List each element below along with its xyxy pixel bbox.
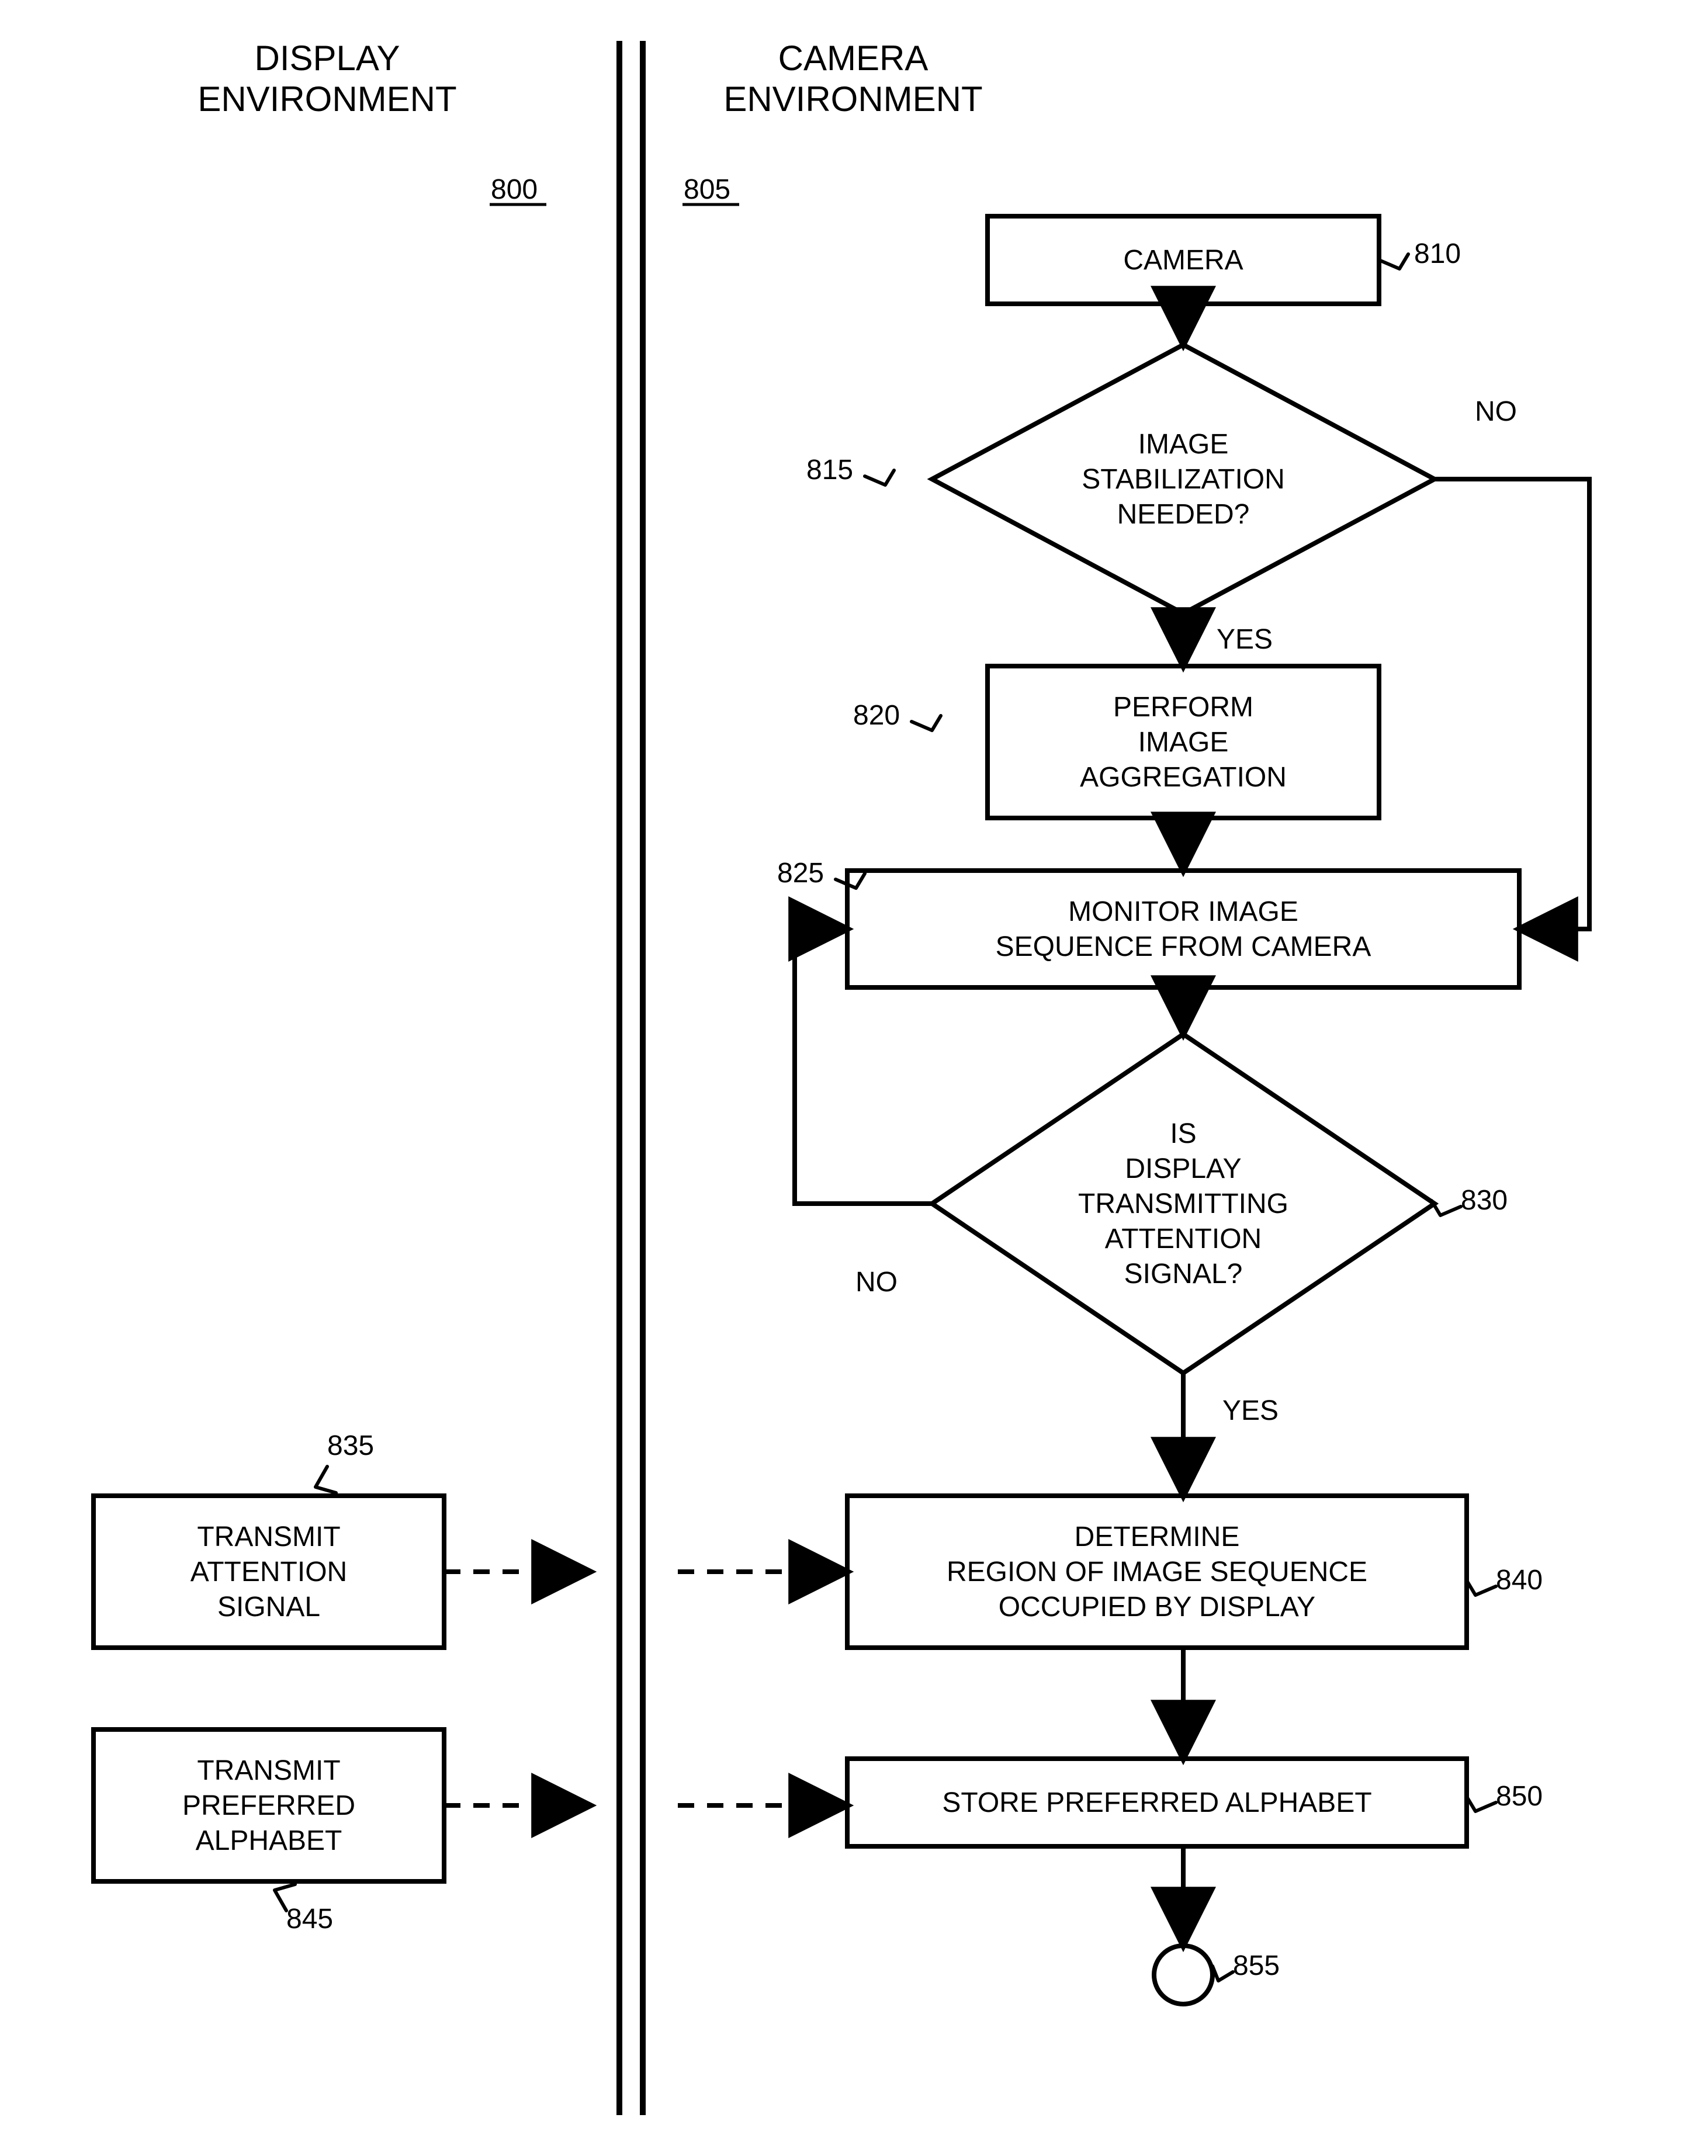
node-attention_q-line0: IS	[1170, 1118, 1196, 1149]
header-right-line1: CAMERA	[778, 39, 929, 78]
node-monitor: MONITOR IMAGE SEQUENCE FROM CAMERA	[847, 871, 1519, 987]
flowchart-diagram: DISPLAYENVIRONMENTCAMERAENVIRONMENTCAMER…	[0, 0, 1708, 2156]
node-store: STORE PREFERRED ALPHABET	[847, 1759, 1467, 1846]
node-stabilize-line0: IMAGE	[1138, 429, 1229, 460]
edge-label-no_815: NO	[1475, 396, 1517, 427]
ref-r850: 850	[1496, 1781, 1543, 1812]
node-stabilize-line2: NEEDED?	[1117, 499, 1250, 530]
node-camera: CAMERA	[988, 216, 1379, 304]
ref-r800: 800	[491, 174, 538, 205]
node-aggregate: PERFORM IMAGE AGGREGATION	[988, 666, 1379, 818]
node-terminator	[1154, 1946, 1212, 2004]
ref-r845: 845	[286, 1904, 333, 1935]
node-tx_attention-line1: ATTENTION	[190, 1557, 347, 1587]
node-tx_alphabet-line0: TRANSMIT	[197, 1755, 340, 1786]
node-tx_attention-line2: SIGNAL	[217, 1592, 320, 1623]
ref-r820: 820	[853, 700, 900, 731]
edge-label-no_830: NO	[855, 1267, 898, 1298]
node-camera-line0: CAMERA	[1123, 245, 1243, 276]
node-monitor-line0: MONITOR IMAGE	[1068, 896, 1298, 927]
node-stabilize-line1: STABILIZATION	[1082, 464, 1285, 495]
node-tx_alphabet-line1: PREFERRED	[182, 1790, 355, 1821]
node-tx_attention: TRANSMIT ATTENTION SIGNAL	[93, 1496, 444, 1648]
node-store-line0: STORE PREFERRED ALPHABET	[942, 1787, 1371, 1818]
node-monitor-line1: SEQUENCE FROM CAMERA	[996, 931, 1371, 962]
node-determine-line1: REGION OF IMAGE SEQUENCE	[947, 1557, 1367, 1587]
ref-r805: 805	[684, 174, 730, 205]
node-attention_q-line1: DISPLAY	[1125, 1153, 1241, 1184]
node-attention_q-line4: SIGNAL?	[1124, 1259, 1243, 1290]
ref-r830: 830	[1461, 1185, 1508, 1216]
edge-label-yes_815: YES	[1217, 624, 1273, 655]
ref-r855: 855	[1233, 1950, 1280, 1981]
node-determine-line0: DETERMINE	[1075, 1521, 1240, 1552]
node-aggregate-line2: AGGREGATION	[1080, 762, 1287, 793]
node-tx_attention-line0: TRANSMIT	[197, 1521, 340, 1552]
node-determine-line2: OCCUPIED BY DISPLAY	[999, 1592, 1315, 1623]
ref-r825: 825	[777, 858, 824, 889]
node-aggregate-line0: PERFORM	[1113, 692, 1253, 723]
node-aggregate-line1: IMAGE	[1138, 727, 1229, 758]
ref-r835: 835	[327, 1430, 374, 1461]
node-attention_q-line3: ATTENTION	[1105, 1223, 1262, 1254]
node-tx_alphabet: TRANSMIT PREFERRED ALPHABET	[93, 1729, 444, 1881]
ref-r815: 815	[806, 455, 853, 486]
header-left-line2: ENVIRONMENT	[198, 79, 456, 119]
edge-label-yes_830: YES	[1222, 1395, 1279, 1426]
ref-r840: 840	[1496, 1565, 1543, 1596]
node-attention_q-line2: TRANSMITTING	[1078, 1188, 1288, 1219]
ref-r810: 810	[1414, 238, 1461, 269]
node-tx_alphabet-line2: ALPHABET	[196, 1825, 342, 1856]
header-left-line1: DISPLAY	[255, 39, 400, 78]
header-right-line2: ENVIRONMENT	[723, 79, 982, 119]
node-determine: DETERMINE REGION OF IMAGE SEQUENCE OCCUPIE…	[847, 1496, 1467, 1648]
